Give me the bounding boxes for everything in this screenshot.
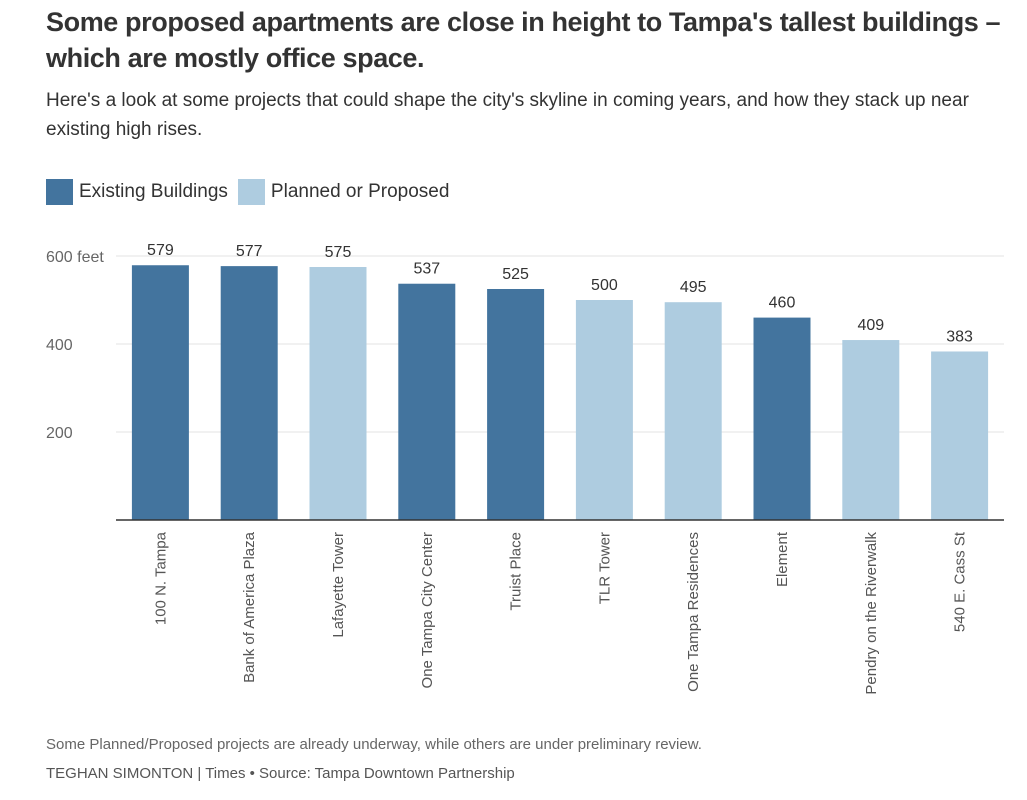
legend-swatch-planned	[237, 179, 265, 205]
bar-value-label: 495	[680, 279, 707, 296]
x-tick-label: One Tampa Residences	[685, 532, 702, 692]
x-tick-label: Pendry on the Riverwalk	[863, 532, 880, 695]
bar	[398, 283, 456, 520]
legend: Existing Buildings Planned or Proposed	[46, 178, 459, 206]
footnote: Some Planned/Proposed projects are alrea…	[46, 736, 702, 753]
bar-chart: 200 400 600 feet 579 100 N. Tampa 577 Bank of …	[46, 242, 1004, 695]
bar-value-label: 500	[591, 277, 618, 294]
bar	[753, 317, 811, 520]
x-tick-label: 100 N. Tampa	[152, 531, 169, 625]
legend-item-existing: Existing Buildings	[46, 179, 228, 205]
x-tick-label: 540 E. Cass St	[952, 531, 969, 632]
bar-value-label: 537	[413, 261, 440, 278]
x-tick-label: Element	[774, 531, 791, 587]
y-tick-label: 600 feet	[46, 249, 104, 266]
chart-subtitle: Here's a look at some projects that coul…	[46, 90, 969, 140]
legend-swatch-existing	[46, 179, 73, 205]
x-tick-label: Truist Place	[508, 532, 525, 611]
bar	[131, 265, 189, 520]
bar-value-label: 409	[857, 317, 884, 334]
bar	[931, 351, 989, 520]
bar	[309, 267, 367, 520]
bar-value-label: 577	[236, 243, 263, 260]
x-tick-label: Bank of America Plaza	[241, 531, 258, 683]
y-tick-label: 400	[46, 337, 73, 354]
bar	[220, 266, 278, 520]
legend-label-planned: Planned or Proposed	[270, 181, 450, 202]
bar	[487, 289, 545, 520]
legend-item-planned: Planned or Proposed	[237, 179, 450, 205]
bar	[575, 300, 633, 520]
x-tick-label: TLR Tower	[596, 532, 613, 604]
bar-value-label: 579	[147, 242, 174, 259]
bar	[842, 340, 900, 520]
bar-value-label: 575	[325, 244, 352, 261]
source-credit: TEGHAN SIMONTON | Times • Source: Tampa …	[46, 765, 515, 782]
bar-value-label: 460	[769, 295, 796, 312]
bar	[664, 302, 722, 520]
legend-label-existing: Existing Buildings	[79, 181, 228, 202]
chart-title: Some proposed apartments are close in he…	[46, 7, 1001, 73]
x-tick-label: One Tampa City Center	[419, 532, 436, 688]
y-tick-label: 200	[46, 425, 73, 442]
x-tick-label: Lafayette Tower	[330, 532, 347, 638]
bar-value-label: 383	[946, 328, 973, 345]
bar-value-label: 525	[502, 266, 529, 283]
